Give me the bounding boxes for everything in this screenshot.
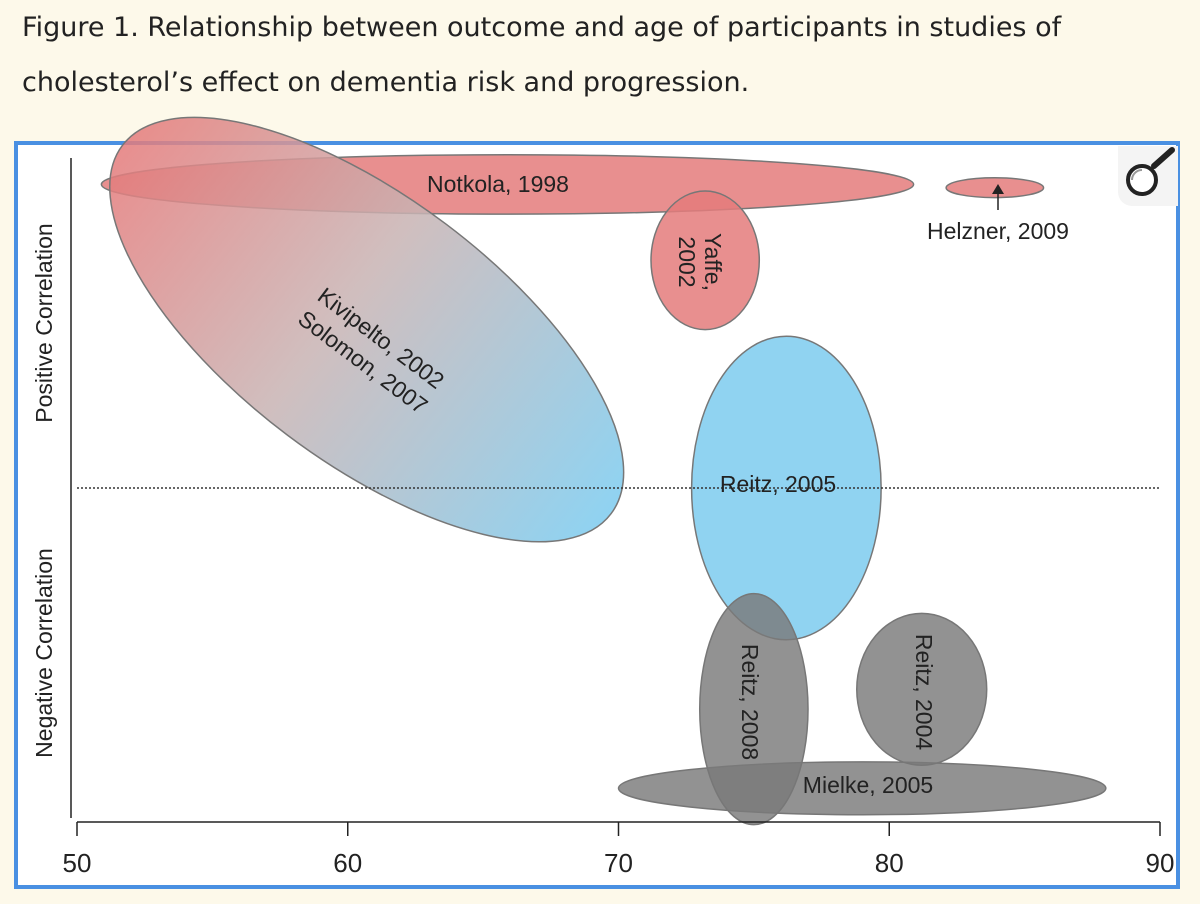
label-notkola-1998-line-1: Notkola, 1998 [427, 171, 569, 197]
label-reitz-2008-line-1: Reitz, 2008 [737, 644, 763, 760]
helzner-arrow-head [992, 184, 1004, 194]
label-reitz-2004: Reitz, 2004 [911, 634, 937, 751]
label-reitz-2004-line-1: Reitz, 2004 [911, 634, 937, 751]
label-reitz-2008: Reitz, 2008 [737, 644, 763, 760]
x-tick-label-50: 50 [63, 848, 92, 878]
label-mielke-2005-line-1: Mielke, 2005 [803, 772, 933, 798]
study-ellipse-reitz-2004 [856, 612, 988, 766]
figure-caption: Figure 1. Relationship between outcome a… [22, 0, 1172, 110]
label-helzner-2009: Helzner, 2009 [927, 218, 1069, 244]
y-label-positive: Positive Correlation [31, 223, 57, 422]
magnifier-icon [1126, 147, 1175, 196]
study-ellipse-yaffe-2002 [650, 190, 761, 331]
x-tick-label-80: 80 [875, 848, 904, 878]
label-mielke-2005: Mielke, 2005 [803, 772, 933, 798]
caption-line-1: Figure 1. Relationship between outcome a… [22, 12, 1062, 43]
label-helzner-2009-line-1: Helzner, 2009 [927, 218, 1069, 244]
label-yaffe-2002-line-2: 2002 [674, 236, 700, 287]
label-yaffe-2002-line-1: Yaffe, [700, 233, 726, 291]
study-ellipse-helzner-2009 [945, 177, 1045, 199]
x-tick-label-70: 70 [604, 848, 633, 878]
label-reitz-2005-line-1: Reitz, 2005 [720, 471, 836, 497]
study-ellipse-kivipelto-solomon [109, 116, 625, 543]
label-notkola-1998: Notkola, 1998 [427, 171, 569, 197]
x-tick-label-60: 60 [333, 848, 362, 878]
study-ellipse-reitz-2008 [698, 592, 809, 826]
magnifier-button[interactable] [1118, 146, 1178, 206]
caption-line-2: cholesterol’s effect on dementia risk an… [22, 67, 750, 98]
study-ellipses [100, 116, 1107, 826]
x-tick-label-90: 90 [1146, 848, 1175, 878]
y-label-negative: Negative Correlation [31, 548, 57, 758]
label-yaffe-2002: Yaffe,2002 [674, 233, 726, 291]
chart-axes: 50 60 70 80 90 Positive Correlation Negative C… [31, 158, 1174, 878]
label-reitz-2005: Reitz, 2005 [720, 471, 836, 497]
